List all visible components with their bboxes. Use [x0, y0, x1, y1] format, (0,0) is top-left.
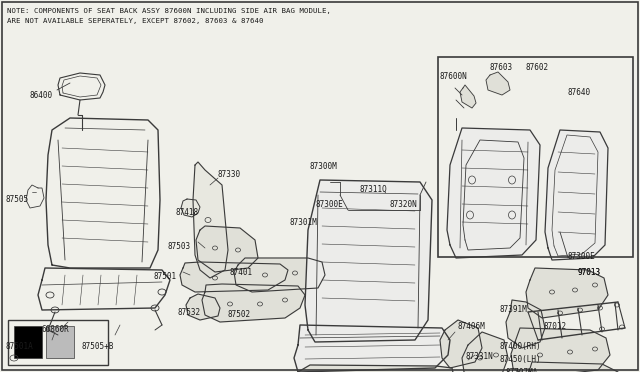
Polygon shape — [202, 284, 305, 322]
Polygon shape — [545, 130, 608, 260]
Text: 87602: 87602 — [526, 63, 549, 72]
Text: 87707MA: 87707MA — [505, 368, 538, 372]
Text: 87311Q: 87311Q — [360, 185, 388, 194]
Polygon shape — [506, 300, 545, 348]
Text: 87400(RH): 87400(RH) — [500, 342, 541, 351]
Polygon shape — [462, 332, 508, 372]
Text: 87603: 87603 — [490, 63, 513, 72]
Text: 66860R: 66860R — [42, 325, 70, 334]
Bar — [46, 326, 74, 358]
Text: 87406M: 87406M — [458, 322, 486, 331]
Polygon shape — [440, 320, 482, 368]
Polygon shape — [234, 258, 325, 292]
Polygon shape — [305, 180, 432, 342]
Text: 87012: 87012 — [544, 322, 567, 331]
Text: 97013: 97013 — [578, 268, 601, 277]
Polygon shape — [294, 325, 450, 372]
Text: 87320N: 87320N — [390, 200, 418, 209]
Polygon shape — [526, 268, 608, 318]
Text: 87418: 87418 — [176, 208, 199, 217]
Text: 87505: 87505 — [5, 195, 28, 204]
Text: 87503: 87503 — [168, 242, 191, 251]
Polygon shape — [38, 268, 170, 310]
Polygon shape — [186, 294, 220, 320]
Text: 87301M: 87301M — [290, 218, 317, 227]
Polygon shape — [447, 128, 540, 258]
Bar — [14, 326, 42, 358]
Polygon shape — [486, 72, 510, 95]
Polygon shape — [193, 162, 228, 278]
Polygon shape — [460, 85, 476, 108]
Text: 87300E: 87300E — [568, 252, 596, 261]
Bar — [438, 57, 633, 257]
Text: 87300E: 87300E — [315, 200, 343, 209]
Polygon shape — [196, 226, 258, 272]
Bar — [8, 320, 108, 365]
Polygon shape — [511, 328, 610, 372]
Text: 87505+B: 87505+B — [82, 342, 115, 351]
Polygon shape — [181, 199, 200, 217]
Polygon shape — [524, 362, 622, 372]
Text: 87450(LH): 87450(LH) — [500, 355, 541, 364]
Text: ARE NOT AVAILABLE SEPERATELY, EXCEPT 87602, 87603 & 87640: ARE NOT AVAILABLE SEPERATELY, EXCEPT 876… — [7, 18, 264, 24]
Text: 87502: 87502 — [228, 310, 251, 319]
Text: 87501A: 87501A — [5, 342, 33, 351]
Text: 87600N: 87600N — [440, 72, 468, 81]
Text: 87330: 87330 — [218, 170, 241, 179]
Text: 86400: 86400 — [30, 91, 53, 100]
Polygon shape — [46, 118, 160, 268]
Polygon shape — [294, 365, 455, 372]
Text: 87331N: 87331N — [465, 352, 493, 361]
Polygon shape — [180, 262, 288, 292]
Text: 87501: 87501 — [153, 272, 176, 281]
Text: 97013: 97013 — [578, 268, 601, 277]
Text: 87300M: 87300M — [310, 162, 338, 171]
Text: 87391M: 87391M — [500, 305, 528, 314]
Text: 87532: 87532 — [177, 308, 200, 317]
Text: NOTE: COMPONENTS OF SEAT BACK ASSY 87600N INCLUDING SIDE AIR BAG MODULE,: NOTE: COMPONENTS OF SEAT BACK ASSY 87600… — [7, 8, 331, 14]
Text: 87401: 87401 — [230, 268, 253, 277]
Text: 87640: 87640 — [568, 88, 591, 97]
